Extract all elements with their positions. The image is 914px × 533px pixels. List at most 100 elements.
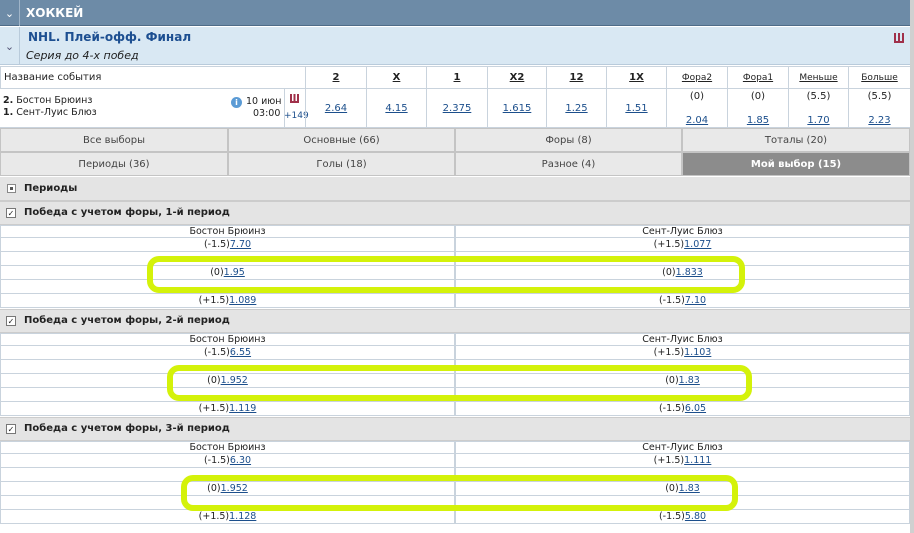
column-header[interactable]: 12	[546, 66, 606, 89]
odd-value[interactable]: 6.55	[229, 347, 252, 358]
team-header: Сент-Луис Блюз	[455, 441, 910, 454]
column-header[interactable]: X	[366, 66, 426, 89]
odd-value[interactable]: 1.83	[678, 375, 700, 386]
odd-param: (+1.5)	[198, 511, 230, 522]
team-header: Сент-Луис Блюз	[455, 333, 910, 346]
odd-value[interactable]: 1.103	[684, 347, 712, 358]
odd-value[interactable]: 1.128	[229, 511, 257, 522]
tab[interactable]: Мой выбор (15)	[682, 152, 910, 176]
odd-value[interactable]: 1.833	[675, 267, 703, 278]
odd-cell[interactable]: 2.64	[305, 89, 366, 128]
odd-value[interactable]: 1.119	[229, 403, 257, 414]
odd-param: (-1.5)	[658, 295, 685, 306]
odd-cell[interactable]: 4.15	[366, 89, 426, 128]
team-header: Сент-Луис Блюз	[455, 225, 910, 238]
odd-value[interactable]: 1.83	[678, 483, 700, 494]
odds-row: (+1.5) 1.128	[0, 510, 455, 524]
stats-icon[interactable]	[894, 33, 904, 43]
team-name: 1. Сент-Луис Блюз	[3, 107, 97, 118]
stats-icon[interactable]	[290, 94, 299, 103]
odd-value[interactable]: 1.952	[220, 375, 248, 386]
info-icon[interactable]: i	[231, 97, 242, 108]
odd-value[interactable]: 1.70	[807, 114, 830, 126]
column-header[interactable]: X2	[487, 66, 546, 89]
tab[interactable]: Периоды (36)	[0, 152, 228, 176]
odd-param: (+1.5)	[653, 455, 685, 466]
group-title: Периоды	[24, 183, 78, 194]
odd-cell[interactable]: 1.615	[487, 89, 546, 128]
odd-cell[interactable]: 2.375	[426, 89, 487, 128]
odds-row: (0) 1.83	[455, 482, 910, 496]
odd-value[interactable]: 7.70	[229, 239, 252, 250]
team-name: Бостон Брюинз	[16, 95, 93, 106]
column-header: Название события	[0, 66, 305, 89]
column-header[interactable]: Фора1	[727, 66, 788, 89]
odd-param: (-1.5)	[658, 403, 685, 414]
odd-value[interactable]: 6.05	[684, 403, 707, 414]
event-row	[0, 89, 910, 128]
column-header[interactable]: Фора2	[666, 66, 727, 89]
odds-row: (0) 1.833	[455, 266, 910, 280]
team-number: 2.	[3, 95, 14, 106]
checkbox[interactable]: ✓	[6, 424, 16, 434]
highlight	[147, 256, 745, 293]
tab[interactable]: Тоталы (20)	[682, 128, 910, 152]
odd-value[interactable]: 7.10	[684, 295, 707, 306]
tab[interactable]: Все выборы	[0, 128, 228, 152]
scrollbar	[910, 0, 914, 533]
odd-value[interactable]: 1.111	[684, 455, 712, 466]
market-title: Победа с учетом форы, 2-й период	[24, 315, 230, 326]
odd-value[interactable]: 5.80	[684, 511, 707, 522]
market-header	[0, 309, 910, 333]
tab[interactable]: Форы (8)	[455, 128, 682, 152]
league-title: NHL. Плей-офф. Финал	[28, 30, 192, 44]
odd-value[interactable]: 1.95	[223, 267, 245, 278]
more-markets[interactable]: +149	[284, 111, 309, 121]
odd-value[interactable]: 1.85	[746, 114, 770, 126]
odd-cell: (0) 1.85	[727, 89, 788, 128]
odd-param: (0)	[662, 267, 676, 278]
odd-value[interactable]: 2.04	[685, 114, 709, 126]
odd-param: (-1.5)	[203, 455, 230, 466]
odd-cell[interactable]: 1.51	[606, 89, 666, 128]
odd-param: (+1.5)	[198, 403, 230, 414]
odds-row: (0) 1.952	[0, 374, 455, 388]
odd-param: (5.5)	[867, 90, 892, 102]
league-subtitle: Серия до 4-х побед	[26, 49, 139, 62]
checkbox[interactable]: ✓	[6, 316, 16, 326]
odd-value[interactable]: 1.089	[229, 295, 257, 306]
checkbox[interactable]: ✓	[6, 208, 16, 218]
sport-title: ХОККЕЙ	[26, 6, 84, 20]
odd-param: (0)	[207, 375, 221, 386]
odd-value[interactable]: 2.23	[868, 114, 891, 126]
odds-row: (0) 1.952	[0, 482, 455, 496]
column-header[interactable]: 2	[305, 66, 366, 89]
team-name: Сент-Луис Блюз	[16, 107, 97, 118]
odd-param: (0)	[665, 375, 679, 386]
odds-row: (+1.5) 1.111	[455, 454, 910, 468]
odds-row: (-1.5) 6.30	[0, 454, 455, 468]
column-header[interactable]: Больше	[848, 66, 910, 89]
collapse-button[interactable]: ⌄	[0, 0, 20, 26]
column-header[interactable]: Меньше	[788, 66, 848, 89]
tab[interactable]: Голы (18)	[228, 152, 455, 176]
collapse-button[interactable]: ⌄	[0, 27, 20, 65]
column-header[interactable]: 1X	[606, 66, 666, 89]
column-header[interactable]: 1	[426, 66, 487, 89]
odds-row: (-1.5) 6.05	[455, 402, 910, 416]
odd-value[interactable]: 1.952	[220, 483, 248, 494]
odd-param: (-1.5)	[658, 511, 685, 522]
odd-param: (0)	[665, 483, 679, 494]
team-header: Бостон Брюинз	[0, 441, 455, 454]
tab[interactable]: Основные (66)	[228, 128, 455, 152]
odd-param: (+1.5)	[198, 295, 230, 306]
odd-value[interactable]: 6.30	[229, 455, 252, 466]
odd-param: (+1.5)	[653, 239, 685, 250]
odd-cell[interactable]: 1.25	[546, 89, 606, 128]
odd-param: (0)	[210, 267, 224, 278]
odd-cell: (5.5) 2.23	[848, 89, 910, 128]
group-icon[interactable]	[7, 184, 16, 193]
odd-param: (0)	[207, 483, 221, 494]
odd-value[interactable]: 1.077	[684, 239, 712, 250]
tab[interactable]: Разное (4)	[455, 152, 682, 176]
